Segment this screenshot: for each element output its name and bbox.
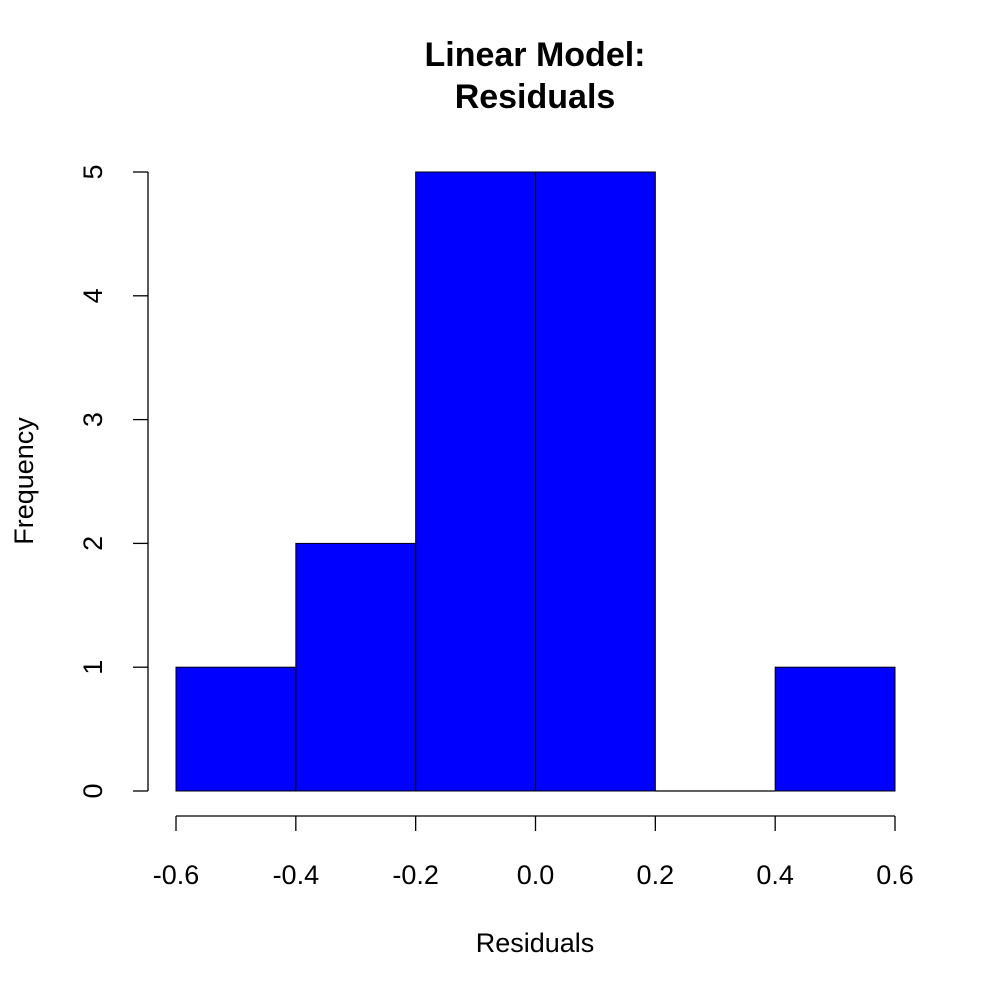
histogram-bar <box>295 542 417 792</box>
x-tick-label: -0.2 <box>392 860 439 890</box>
y-tick-label: 2 <box>78 536 108 551</box>
x-tick-label: -0.6 <box>153 860 200 890</box>
x-axis-label: Residuals <box>476 928 595 958</box>
histogram-bar <box>535 171 656 792</box>
bars-group <box>175 171 896 792</box>
y-tick-label: 4 <box>78 288 108 303</box>
x-axis: -0.6 -0.4 -0.2 0.0 0.2 0.4 0.6 <box>153 815 914 890</box>
y-tick-label: 5 <box>78 164 108 179</box>
x-tick-label: 0.6 <box>876 860 914 890</box>
y-axis-label: Frequency <box>9 417 39 545</box>
chart-title-line-1: Linear Model: <box>424 36 645 74</box>
y-axis: 0 1 2 3 4 5 <box>78 164 149 799</box>
y-tick-label: 1 <box>78 660 108 675</box>
x-tick-label: 0.0 <box>517 860 555 890</box>
y-tick-label: 3 <box>78 412 108 427</box>
histogram-bar <box>415 171 536 792</box>
histogram-bar <box>175 666 297 792</box>
x-tick-label: 0.2 <box>637 860 675 890</box>
chart-title-line-2: Residuals <box>455 78 616 116</box>
y-tick-label: 0 <box>78 783 108 798</box>
x-tick-label: -0.4 <box>273 860 320 890</box>
x-tick-label: 0.4 <box>756 860 794 890</box>
histogram-bar <box>774 666 896 792</box>
